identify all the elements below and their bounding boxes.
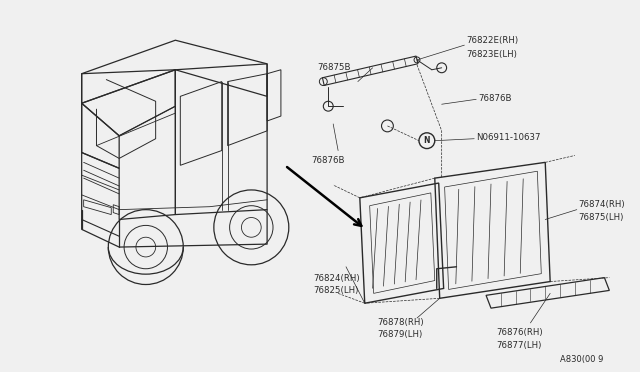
- Text: 76877(LH): 76877(LH): [496, 341, 541, 350]
- Text: 76825(LH): 76825(LH): [314, 286, 359, 295]
- Text: 76875B: 76875B: [317, 63, 351, 72]
- Text: 76824(RH): 76824(RH): [314, 274, 360, 283]
- Text: 76878(RH): 76878(RH): [378, 318, 424, 327]
- Text: 76874(RH): 76874(RH): [579, 200, 625, 209]
- Text: 76823E(LH): 76823E(LH): [467, 49, 517, 58]
- Text: 76875(LH): 76875(LH): [579, 213, 624, 222]
- Text: 76876B: 76876B: [312, 156, 345, 165]
- Text: 76879(LH): 76879(LH): [378, 330, 423, 339]
- Text: N: N: [424, 136, 430, 145]
- Text: 76876B: 76876B: [478, 94, 511, 103]
- Text: 76876(RH): 76876(RH): [496, 328, 543, 337]
- Text: N06911-10637: N06911-10637: [476, 133, 541, 142]
- Text: 76822E(RH): 76822E(RH): [467, 36, 518, 45]
- Text: A830(00 9: A830(00 9: [560, 355, 604, 364]
